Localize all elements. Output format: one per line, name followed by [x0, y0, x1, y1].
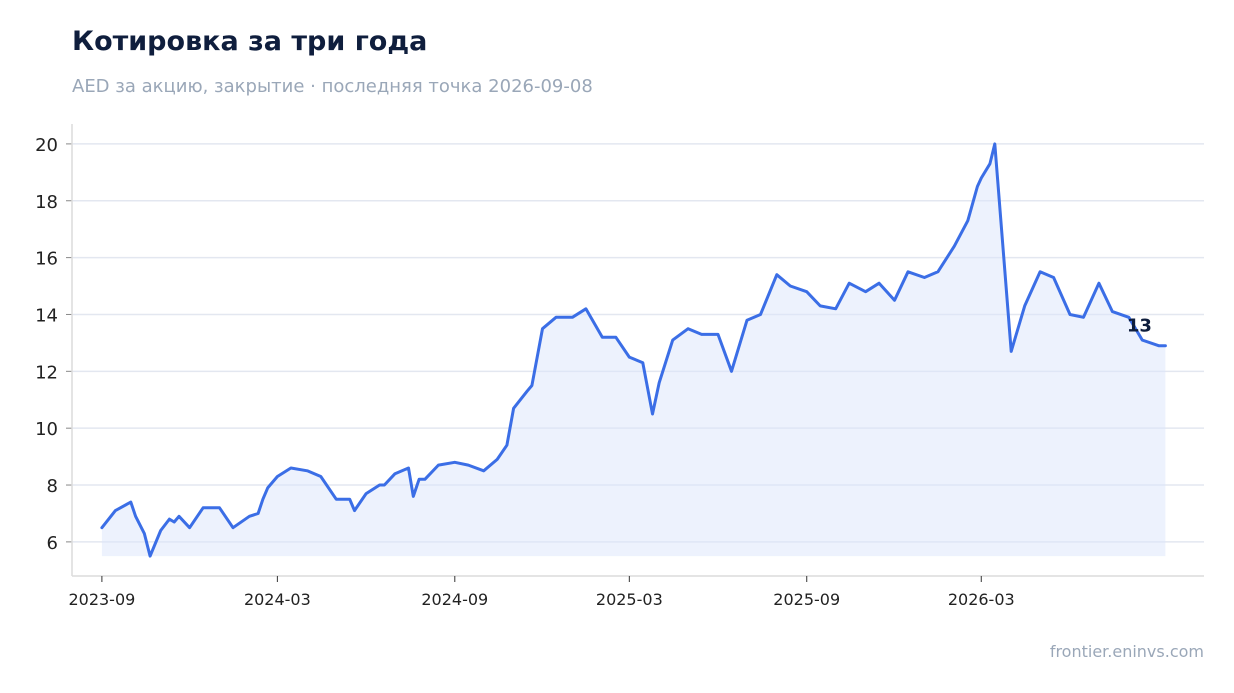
- y-tick-label-14: 14: [35, 305, 58, 326]
- y-tick-label-10: 10: [35, 419, 58, 440]
- price-line: [100, 142, 1167, 558]
- y-tick-label-20: 20: [35, 135, 58, 156]
- y-tick-label-6: 6: [47, 533, 58, 554]
- x-tick-label-2025-03: 2025-03: [596, 590, 663, 609]
- chart-title: Котировка за три года: [72, 26, 428, 57]
- last-value-label: 13: [1127, 316, 1152, 337]
- y-tick-label-12: 12: [35, 362, 58, 383]
- x-tick-label-2023-09: 2023-09: [68, 590, 135, 609]
- price-area-fill: [101, 143, 1166, 557]
- area-fill-layer: [101, 143, 1166, 557]
- y-tick-label-18: 18: [35, 192, 58, 213]
- axes: 6 8 10 12 14 16 18 20 2023-09 2024-03 2024-09 2025-…: [35, 124, 1204, 609]
- price-line-layer: [100, 142, 1167, 558]
- source-credit: frontier.eninvs.com: [1049, 642, 1204, 661]
- x-tick-label-2025-09: 2025-09: [773, 590, 840, 609]
- x-tick-label-2026-03: 2026-03: [948, 590, 1015, 609]
- x-tick-label-2024-09: 2024-09: [421, 590, 488, 609]
- chart-subtitle: AED за акцию, закрытие · последняя точка…: [72, 76, 593, 97]
- y-tick-label-16: 16: [35, 249, 58, 270]
- y-tick-label-8: 8: [47, 476, 58, 497]
- x-tick-label-2024-03: 2024-03: [244, 590, 311, 609]
- labels-layer: 13: [1127, 316, 1152, 337]
